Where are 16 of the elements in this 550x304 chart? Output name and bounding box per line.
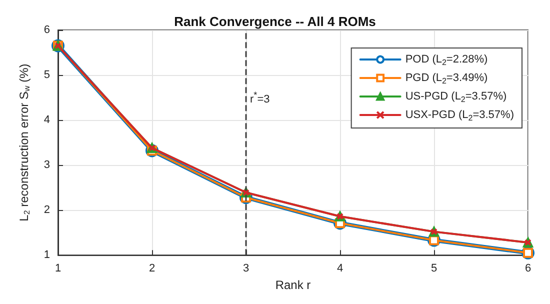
y-tick-label: 6	[44, 24, 50, 36]
x-tick-label: 2	[148, 262, 156, 275]
y-axis-title: L2 reconstruction error Sw (%)	[17, 64, 32, 222]
y-tick-label: 5	[44, 69, 50, 82]
y-tick-label: 3	[44, 159, 50, 172]
x-tick-label: 1	[54, 262, 62, 275]
y-tick-label: 1	[44, 249, 50, 262]
x-tick-label: 5	[430, 262, 438, 275]
x-tick-label: 4	[336, 262, 344, 275]
ref-line-label: r$^{*}$=3	[250, 90, 270, 106]
x-axis-title: Rank r	[275, 278, 311, 292]
x-tick-label: 3	[242, 262, 250, 275]
chart-title: Rank Convergence -- All 4 ROMs	[174, 14, 376, 29]
y-tick-label: 2	[44, 204, 50, 216]
y-tick-label: 4	[44, 114, 50, 126]
x-tick-label: 6	[524, 262, 532, 275]
